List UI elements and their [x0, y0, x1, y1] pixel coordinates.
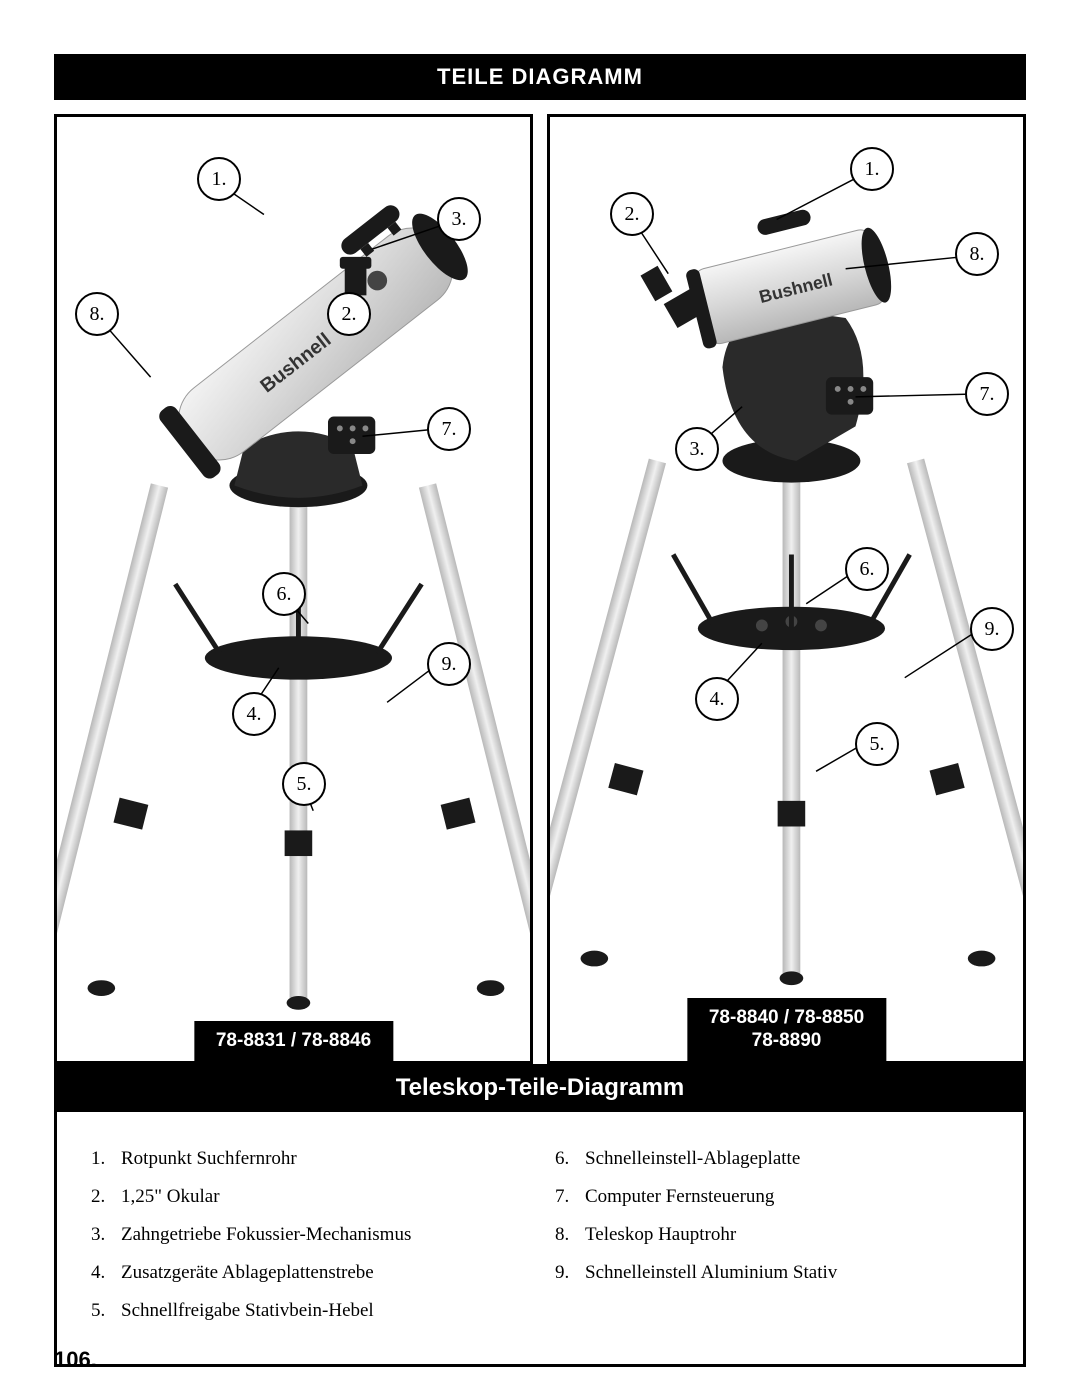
diagram-panel-right: Bushnell 1.2.8.7.3.6.9.4.5. 7: [547, 114, 1026, 1064]
callout-bubble: 8.: [75, 292, 119, 336]
legend-item-text: Schnelleinstell Aluminium Stativ: [585, 1254, 837, 1292]
callout-bubble: 9.: [427, 642, 471, 686]
callout-bubble: 7.: [427, 407, 471, 451]
callout-bubble: 3.: [437, 197, 481, 241]
callout-bubble: 1.: [850, 147, 894, 191]
legend-item: 2.1,25" Okular: [91, 1178, 525, 1216]
diagram-panel-left: Bushnell NORTH STAR: [54, 114, 533, 1064]
callout-bubble: 6.: [262, 572, 306, 616]
legend-box: Teleskop-Teile-Diagramm 1.Rotpunkt Suchf…: [54, 1064, 1026, 1367]
legend-item-number: 7.: [555, 1178, 585, 1216]
legend-item-text: Rotpunkt Suchfernrohr: [121, 1140, 297, 1178]
legend-item-number: 1.: [91, 1140, 121, 1178]
callout-bubble: 3.: [675, 427, 719, 471]
legend-column-left: 1.Rotpunkt Suchfernrohr2.1,25" Okular3.Z…: [91, 1140, 525, 1330]
callout-bubble: 4.: [232, 692, 276, 736]
legend-item-number: 9.: [555, 1254, 585, 1292]
legend-item-number: 5.: [91, 1292, 121, 1330]
callout-bubble: 5.: [282, 762, 326, 806]
legend-item-text: Zusatzgeräte Ablageplattenstrebe: [121, 1254, 374, 1292]
page-number: 106.: [54, 1347, 97, 1373]
legend-item: 1.Rotpunkt Suchfernrohr: [91, 1140, 525, 1178]
legend-item: 3.Zahngetriebe Fokussier-Mechanismus: [91, 1216, 525, 1254]
legend-title: Teleskop-Teile-Diagramm: [57, 1064, 1023, 1112]
legend-item: 8.Teleskop Hauptrohr: [555, 1216, 989, 1254]
callout-bubble: 2.: [327, 292, 371, 336]
callout-bubble: 7.: [965, 372, 1009, 416]
diagrams-row: Bushnell NORTH STAR: [54, 114, 1026, 1064]
legend-item: 7.Computer Fernsteuerung: [555, 1178, 989, 1216]
legend-column-right: 6.Schnelleinstell-Ablageplatte7.Computer…: [555, 1140, 989, 1330]
callout-bubble: 2.: [610, 192, 654, 236]
callout-bubble: 5.: [855, 722, 899, 766]
leader-lines-right: [550, 117, 1023, 1061]
section-header: TEILE DIAGRAMM: [54, 54, 1026, 100]
callout-bubble: 9.: [970, 607, 1014, 651]
callout-bubble: 4.: [695, 677, 739, 721]
legend-item-number: 4.: [91, 1254, 121, 1292]
legend-item: 6.Schnelleinstell-Ablageplatte: [555, 1140, 989, 1178]
legend-item-text: Schnelleinstell-Ablageplatte: [585, 1140, 800, 1178]
callout-bubble: 1.: [197, 157, 241, 201]
legend-item: 4.Zusatzgeräte Ablageplattenstrebe: [91, 1254, 525, 1292]
legend-item-text: Schnellfreigabe Stativbein-Hebel: [121, 1292, 374, 1330]
legend-item-number: 6.: [555, 1140, 585, 1178]
legend-item: 5.Schnellfreigabe Stativbein-Hebel: [91, 1292, 525, 1330]
legend-item-number: 8.: [555, 1216, 585, 1254]
legend-item-text: Teleskop Hauptrohr: [585, 1216, 736, 1254]
callout-bubble: 8.: [955, 232, 999, 276]
legend-item-text: Zahngetriebe Fokussier-Mechanismus: [121, 1216, 411, 1254]
legend-item-number: 2.: [91, 1178, 121, 1216]
callout-bubble: 6.: [845, 547, 889, 591]
legend-item-text: Computer Fernsteuerung: [585, 1178, 774, 1216]
legend-item-text: 1,25" Okular: [121, 1178, 220, 1216]
legend-item: 9.Schnelleinstell Aluminium Stativ: [555, 1254, 989, 1292]
legend-item-number: 3.: [91, 1216, 121, 1254]
